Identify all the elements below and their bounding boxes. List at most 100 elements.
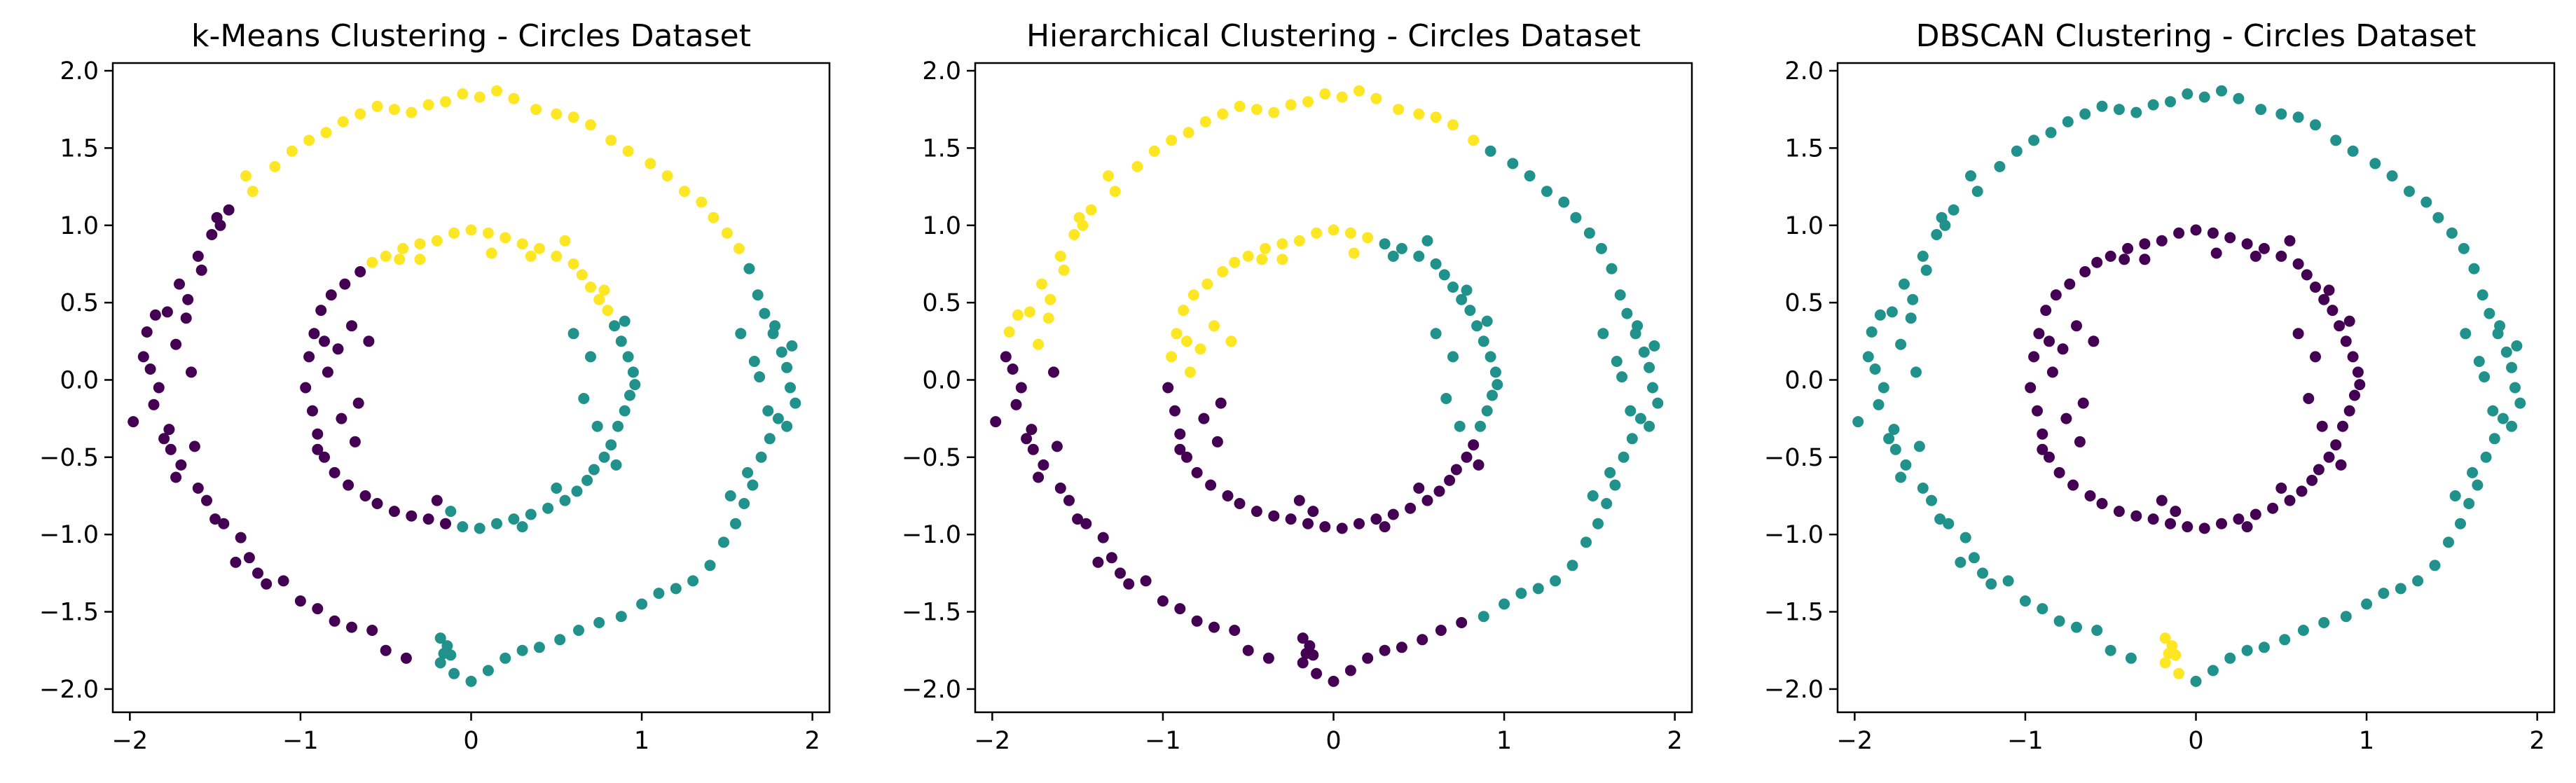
scatter-point [128,416,139,428]
scatter-point [406,106,418,118]
scatter-point [252,567,263,579]
scatter-point [286,145,298,157]
scatter-point [2378,588,2390,600]
scatter-point [1097,532,1109,543]
scatter-point [610,459,622,471]
scatter-point [431,235,443,247]
scatter-point [1328,675,1339,687]
scatter-point [724,490,736,501]
scatter-point [1354,85,1365,97]
scatter-point [1652,397,1664,409]
scatter-point [2310,119,2321,131]
scatter-point [2241,238,2253,250]
scatter-point [388,506,400,518]
scatter-point [400,652,412,664]
y-tick-label: 2.0 [1784,57,1824,85]
scatter-point [1456,617,1468,628]
y-tick-label: −1.5 [902,599,961,627]
scatter-point [1003,326,1015,338]
scatter-point [1900,459,1912,471]
scatter-point [1354,518,1365,529]
scatter-point [1604,466,1616,478]
scatter-point [1169,405,1180,417]
scatter-point [588,464,600,476]
scatter-point [491,85,502,97]
scatter-point [708,212,719,223]
panel-hierarchical: Hierarchical Clustering - Circles Datase… [902,18,1693,755]
scatter-point [718,536,729,548]
scatter-point [2122,242,2134,254]
scatter-point [2306,474,2318,486]
scatter-point [2198,91,2210,103]
scatter-point [1205,479,1217,491]
scatter-point [1647,382,1658,394]
scatter-point [2284,494,2296,506]
scatter-point [1965,170,1976,182]
scatter-point [1869,363,1881,375]
scatter-point [1379,238,1391,250]
scatter-point [329,466,340,478]
scatter-point [567,328,579,340]
scatter-point [371,100,383,112]
scatter-point [1862,351,1874,363]
scatter-point [2250,250,2261,262]
x-tick-label: −1 [1145,727,1181,755]
scatter-point [2318,293,2330,305]
scatter-point [1208,621,1220,633]
scatter-point [2233,513,2245,525]
scatter-point [457,88,469,100]
scatter-point [653,588,665,600]
scatter-point [2279,634,2291,646]
scatter-point [1597,328,1609,340]
scatter-point [2473,356,2485,367]
scatter-point [2463,498,2475,509]
scatter-point [2147,99,2159,111]
scatter-point [371,498,383,509]
scatter-point [2019,595,2031,607]
scatter-point [2323,451,2335,463]
scatter-point [1268,106,1280,118]
scatter-point [1276,238,1288,250]
scatter-point [500,232,511,244]
scatter-point [2514,397,2526,409]
scatter-point [1038,459,1049,471]
scatter-point [319,451,330,463]
scatter-point [2182,521,2193,533]
scatter-point [1260,242,1272,254]
scatter-point [1634,413,1646,424]
scatter-point [1886,306,1898,318]
scatter-point [1000,351,1012,363]
scatter-point [1251,104,1262,116]
scatter-point [380,250,392,262]
scatter-point [2210,247,2222,259]
scatter-point [721,227,733,239]
scatter-point [781,420,793,432]
scatter-point [696,196,708,208]
scatter-point [1311,227,1323,239]
scatter-point [1461,284,1473,296]
scatter-point [2139,238,2151,250]
y-tick-label: 0.0 [60,366,99,394]
scatter-point [2156,494,2168,506]
scatter-point [781,361,793,373]
scatter-point [1532,583,1544,595]
y-tick-label: −0.5 [1764,444,1824,472]
scatter-point [431,494,443,506]
scatter-point [2275,108,2287,120]
scatter-point [1256,254,1268,265]
scatter-point [2241,644,2253,656]
scatter-point [2472,479,2484,491]
scatter-point [2077,397,2089,409]
x-tick-label: 2 [1667,727,1683,755]
scatter-point [1447,119,1459,131]
scatter-point [2165,96,2176,108]
scatter-point [1178,305,1190,317]
scatter-point [1396,642,1407,653]
y-tick-label: 1.5 [922,134,961,162]
scatter-point [2216,518,2227,529]
scatter-point [465,675,477,687]
scatter-point [1109,186,1121,198]
scatter-point [349,436,361,448]
scatter-point [1444,474,1456,486]
scatter-point [218,518,230,529]
